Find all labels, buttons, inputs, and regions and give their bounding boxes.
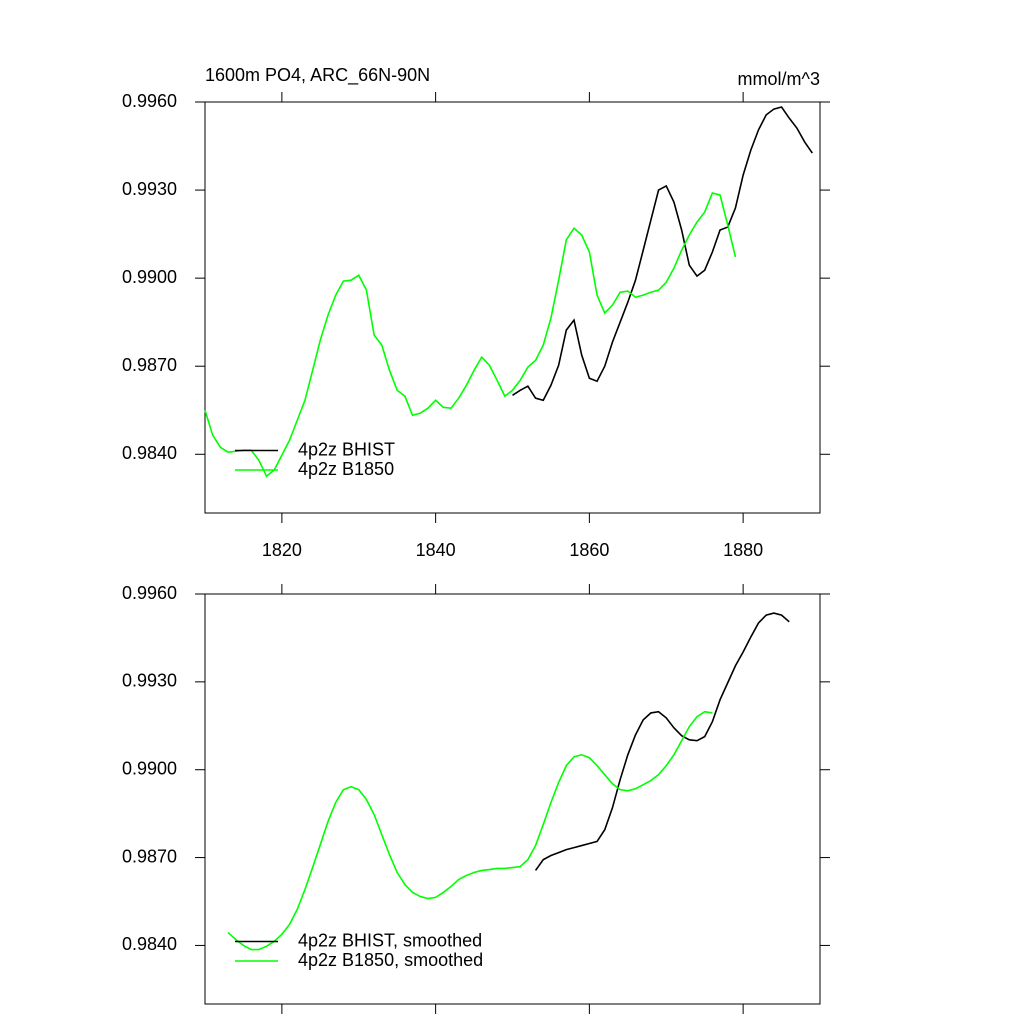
y-tick-label: 0.9840 <box>122 443 177 463</box>
y-tick-label: 0.9870 <box>122 846 177 866</box>
plot-frame <box>204 101 821 514</box>
y-tick-label: 0.9900 <box>122 758 177 778</box>
data-line <box>227 710 713 951</box>
x-tick-label: 1880 <box>723 540 763 560</box>
y-tick-label: 0.9960 <box>122 91 177 111</box>
y-tick-label: 0.9930 <box>122 179 177 199</box>
y-tick-label: 0.9930 <box>122 671 177 691</box>
legend-label: 4p2z B1850 <box>298 459 394 479</box>
y-tick-label: 0.9840 <box>122 934 177 954</box>
y-tick-label: 0.9900 <box>122 267 177 287</box>
units-label: mmol/m^3 <box>738 69 820 89</box>
chart-title: 1600m PO4, ARC_66N-90N <box>205 65 430 86</box>
data-line <box>534 612 790 871</box>
legend-label: 4p2z BHIST, smoothed <box>298 930 482 950</box>
legend-label: 4p2z B1850, smoothed <box>298 950 483 970</box>
x-tick-label: 1820 <box>262 540 302 560</box>
data-line <box>204 192 737 478</box>
data-line <box>512 106 813 402</box>
legend-label: 4p2z BHIST <box>298 439 395 459</box>
y-tick-label: 0.9960 <box>122 583 177 603</box>
x-tick-label: 1860 <box>569 540 609 560</box>
y-tick-label: 0.9870 <box>122 355 177 375</box>
x-tick-label: 1840 <box>416 540 456 560</box>
plot-frame <box>204 593 821 1005</box>
